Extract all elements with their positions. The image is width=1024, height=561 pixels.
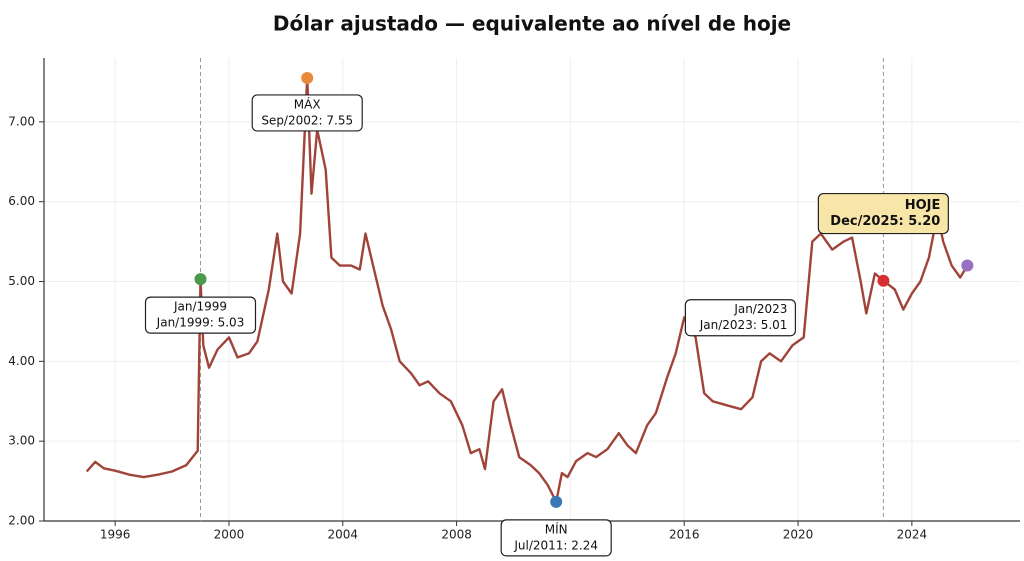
x-tick-label: 2020 xyxy=(783,528,814,542)
annotation-box xyxy=(684,299,797,337)
x-tick-label: 2024 xyxy=(897,528,928,542)
y-tick-label: 6.00 xyxy=(8,194,35,208)
annotation-text: Jan/2023: 5.01 xyxy=(699,318,788,332)
annotation-text: MÍN xyxy=(545,521,568,536)
x-tick-label: 2004 xyxy=(328,528,359,542)
annotation-box xyxy=(251,94,363,132)
x-tick-label: 1996 xyxy=(100,528,131,542)
annotation-text: Jul/2011: 2.24 xyxy=(513,538,598,552)
annotation-point xyxy=(877,274,890,287)
annotation-text: Jan/1999: 5.03 xyxy=(156,316,245,330)
annotation-box xyxy=(500,519,612,557)
annotation-text: Dec/2025: 5.20 xyxy=(830,214,940,229)
x-tick-label: 2000 xyxy=(214,528,245,542)
y-tick-label: 4.00 xyxy=(8,354,35,368)
y-tick-label: 3.00 xyxy=(8,434,35,448)
annotation-text: HOJE xyxy=(905,198,941,213)
annotation-text: MÁX xyxy=(294,96,321,111)
annotation-point xyxy=(550,495,563,508)
annotation-box xyxy=(817,192,949,235)
annotation-point xyxy=(194,273,207,286)
y-tick-label: 2.00 xyxy=(8,514,35,528)
price-line xyxy=(85,76,969,503)
annotation-point xyxy=(961,259,974,272)
annotation-point xyxy=(301,71,314,84)
x-tick-label: 2008 xyxy=(441,528,472,542)
chart-title: Dólar ajustado — equivalente ao nível de… xyxy=(273,12,791,36)
annotation: Jan/2023 Jan/2023: 5.01 xyxy=(684,299,797,337)
annotation: MÍN Jul/2011: 2.24 xyxy=(500,519,612,557)
x-tick-label: 2016 xyxy=(669,528,700,542)
annotation: MÁX Sep/2002: 7.55 xyxy=(251,94,363,132)
annotation-text: Jan/1999 xyxy=(173,300,227,314)
y-tick-label: 5.00 xyxy=(8,274,35,288)
annotation: Jan/1999 Jan/1999: 5.03 xyxy=(144,296,257,334)
annotation-text: Jan/2023 xyxy=(733,302,787,316)
y-tick-label: 7.00 xyxy=(8,114,35,128)
annotation-box xyxy=(144,296,257,334)
annotation-text: Sep/2002: 7.55 xyxy=(261,113,353,127)
